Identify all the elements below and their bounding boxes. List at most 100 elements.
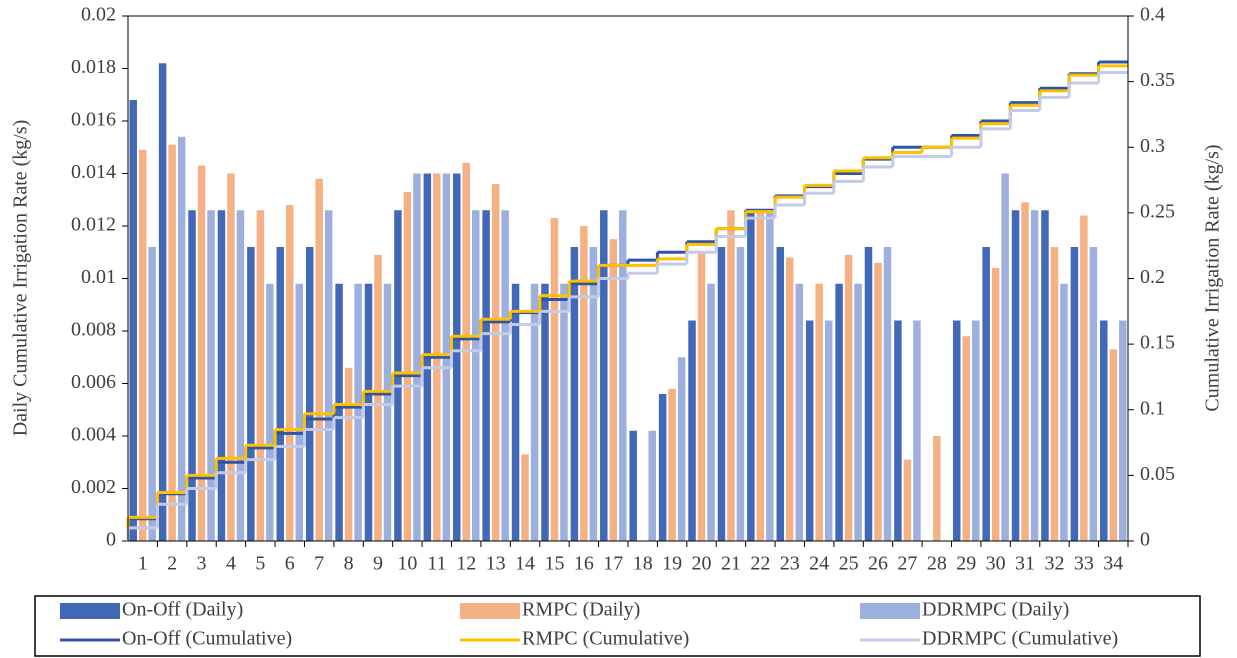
bar <box>276 247 285 541</box>
bar <box>707 283 715 541</box>
x-tick-label: 27 <box>897 553 917 575</box>
bar <box>1021 202 1029 541</box>
bar <box>619 210 627 541</box>
bar <box>864 247 873 541</box>
bar <box>766 210 774 541</box>
bar <box>177 136 186 541</box>
bar <box>188 210 196 541</box>
bar <box>1041 210 1049 541</box>
y-tick-label: 0.014 <box>71 161 116 183</box>
legend-swatch <box>860 603 920 619</box>
x-tick-label: 28 <box>927 553 947 575</box>
x-tick-label: 31 <box>1015 553 1035 575</box>
legend-label: On-Off (Cumulative) <box>122 628 292 650</box>
bar <box>854 283 862 541</box>
bar <box>354 283 362 541</box>
y-tick-label: 0.006 <box>71 371 116 393</box>
bar <box>727 210 735 541</box>
y2-tick-label: 0.4 <box>1140 4 1165 26</box>
bar <box>158 63 167 541</box>
x-tick-label: 5 <box>255 553 265 575</box>
bar <box>266 283 274 541</box>
x-tick-label: 12 <box>456 553 476 575</box>
bar <box>1011 210 1020 541</box>
bar <box>600 210 608 541</box>
y-tick-label: 0.012 <box>71 214 116 236</box>
bar <box>883 247 892 541</box>
bar <box>207 210 215 541</box>
y-tick-label: 0.016 <box>71 109 116 131</box>
legend-label: RMPC (Daily) <box>522 599 640 621</box>
legend-box <box>34 595 1201 657</box>
bar <box>236 210 245 541</box>
bar <box>580 226 588 541</box>
bar <box>335 283 343 541</box>
x-tick-label: 13 <box>486 553 506 575</box>
y-tick-label: 0.008 <box>71 319 116 341</box>
bar <box>217 210 226 541</box>
bar <box>383 283 392 541</box>
bar <box>971 320 980 541</box>
bar <box>511 283 520 541</box>
x-tick-label: 33 <box>1074 553 1094 575</box>
bar <box>894 320 902 541</box>
legend-label: DDRMPC (Cumulative) <box>922 628 1118 650</box>
bar <box>1001 173 1009 541</box>
bar <box>736 247 745 541</box>
x-tick-label: 23 <box>780 553 800 575</box>
bar <box>197 165 206 541</box>
bar <box>295 283 304 541</box>
x-tick-label: 30 <box>986 553 1006 575</box>
x-tick-label: 10 <box>397 553 417 575</box>
bar <box>491 184 500 541</box>
x-tick-label: 24 <box>809 553 829 575</box>
legend-swatch <box>60 603 120 619</box>
bar <box>550 218 559 541</box>
legend-label: On-Off (Daily) <box>122 599 243 621</box>
y-tick-label: 0.02 <box>81 4 116 26</box>
bar <box>452 173 461 541</box>
x-tick-label: 11 <box>427 553 446 575</box>
y2-tick-label: 0.35 <box>1140 69 1175 91</box>
bar <box>324 210 333 541</box>
x-tick-label: 2 <box>167 553 177 575</box>
x-tick-label: 1 <box>138 553 148 575</box>
bar <box>227 173 235 541</box>
bar <box>1060 283 1068 541</box>
x-tick-label: 3 <box>197 553 207 575</box>
bar <box>913 320 921 541</box>
bar <box>824 320 833 541</box>
bar <box>776 247 785 541</box>
bar <box>747 210 755 541</box>
bar <box>962 336 970 541</box>
bar <box>677 357 686 541</box>
bar <box>148 247 156 541</box>
bar <box>138 149 147 541</box>
x-tick-label: 7 <box>314 553 324 575</box>
bar <box>982 247 990 541</box>
legend-swatch <box>460 603 520 619</box>
bar <box>1050 247 1059 541</box>
bar <box>844 254 853 541</box>
bar <box>1109 349 1118 541</box>
bar <box>305 247 314 541</box>
y-tick-label: 0.002 <box>71 476 116 498</box>
bar <box>795 283 804 541</box>
x-tick-label: 26 <box>868 553 888 575</box>
x-tick-label: 8 <box>344 553 354 575</box>
x-tick-label: 21 <box>721 553 741 575</box>
bar <box>374 254 382 541</box>
bar <box>1089 247 1098 541</box>
bar <box>991 268 1000 541</box>
bar <box>952 320 961 541</box>
bar <box>668 388 676 541</box>
bar <box>688 320 696 541</box>
y-axis-title: Daily Cumulative Irrigation Rate (kg/s) <box>10 120 32 437</box>
legend-label: DDRMPC (Daily) <box>922 599 1069 621</box>
x-tick-label: 6 <box>285 553 295 575</box>
y-tick-label: 0.018 <box>71 56 116 78</box>
legend-label: RMPC (Cumulative) <box>522 628 689 650</box>
y2-tick-label: 0.25 <box>1140 200 1175 222</box>
bar <box>471 210 480 541</box>
